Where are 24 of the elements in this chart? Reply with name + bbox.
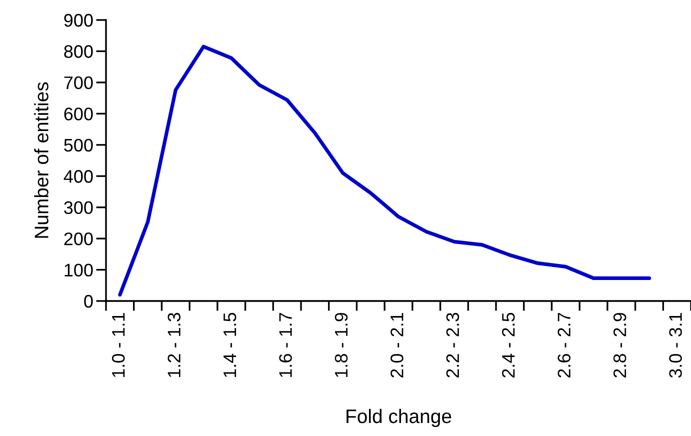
y-axis-title: Number of entities [34,82,48,238]
x-tick-label: 2.2 - 2.3 [446,312,460,378]
x-tick-label: 2.0 - 2.1 [390,312,404,378]
y-tick-label: 0 [84,294,93,308]
y-tick-label: 200 [64,232,93,246]
x-tick-label: 2.4 - 2.5 [502,312,515,378]
x-tick-label: 1.0 - 1.1 [112,312,125,377]
y-tick-label: 100 [64,264,93,276]
y-tick-label: 600 [64,108,93,120]
x-tick-label: 1.6 - 1.7 [279,313,292,377]
y-tick-label: 700 [64,76,93,90]
x-tick-label: 2.8 - 2.9 [613,312,626,378]
x-tick-label: 1.4 - 1.5 [224,312,236,377]
x-tick-label: 2.6 - 2.7 [558,313,570,378]
y-tick-label: 400 [64,170,93,183]
x-tick-label: 1.8 - 1.9 [334,312,348,377]
x-tick-label: 3.0 - 3.1 [669,312,682,378]
y-tick-label: 800 [64,45,93,58]
y-tick-label: 900 [64,14,93,27]
y-tick-label: 300 [64,201,93,214]
y-tick-label: 500 [64,138,93,152]
line-series [118,44,652,297]
x-axis-title: Fold change [346,408,452,428]
x-tick-label: 1.2 - 1.3 [168,312,180,377]
